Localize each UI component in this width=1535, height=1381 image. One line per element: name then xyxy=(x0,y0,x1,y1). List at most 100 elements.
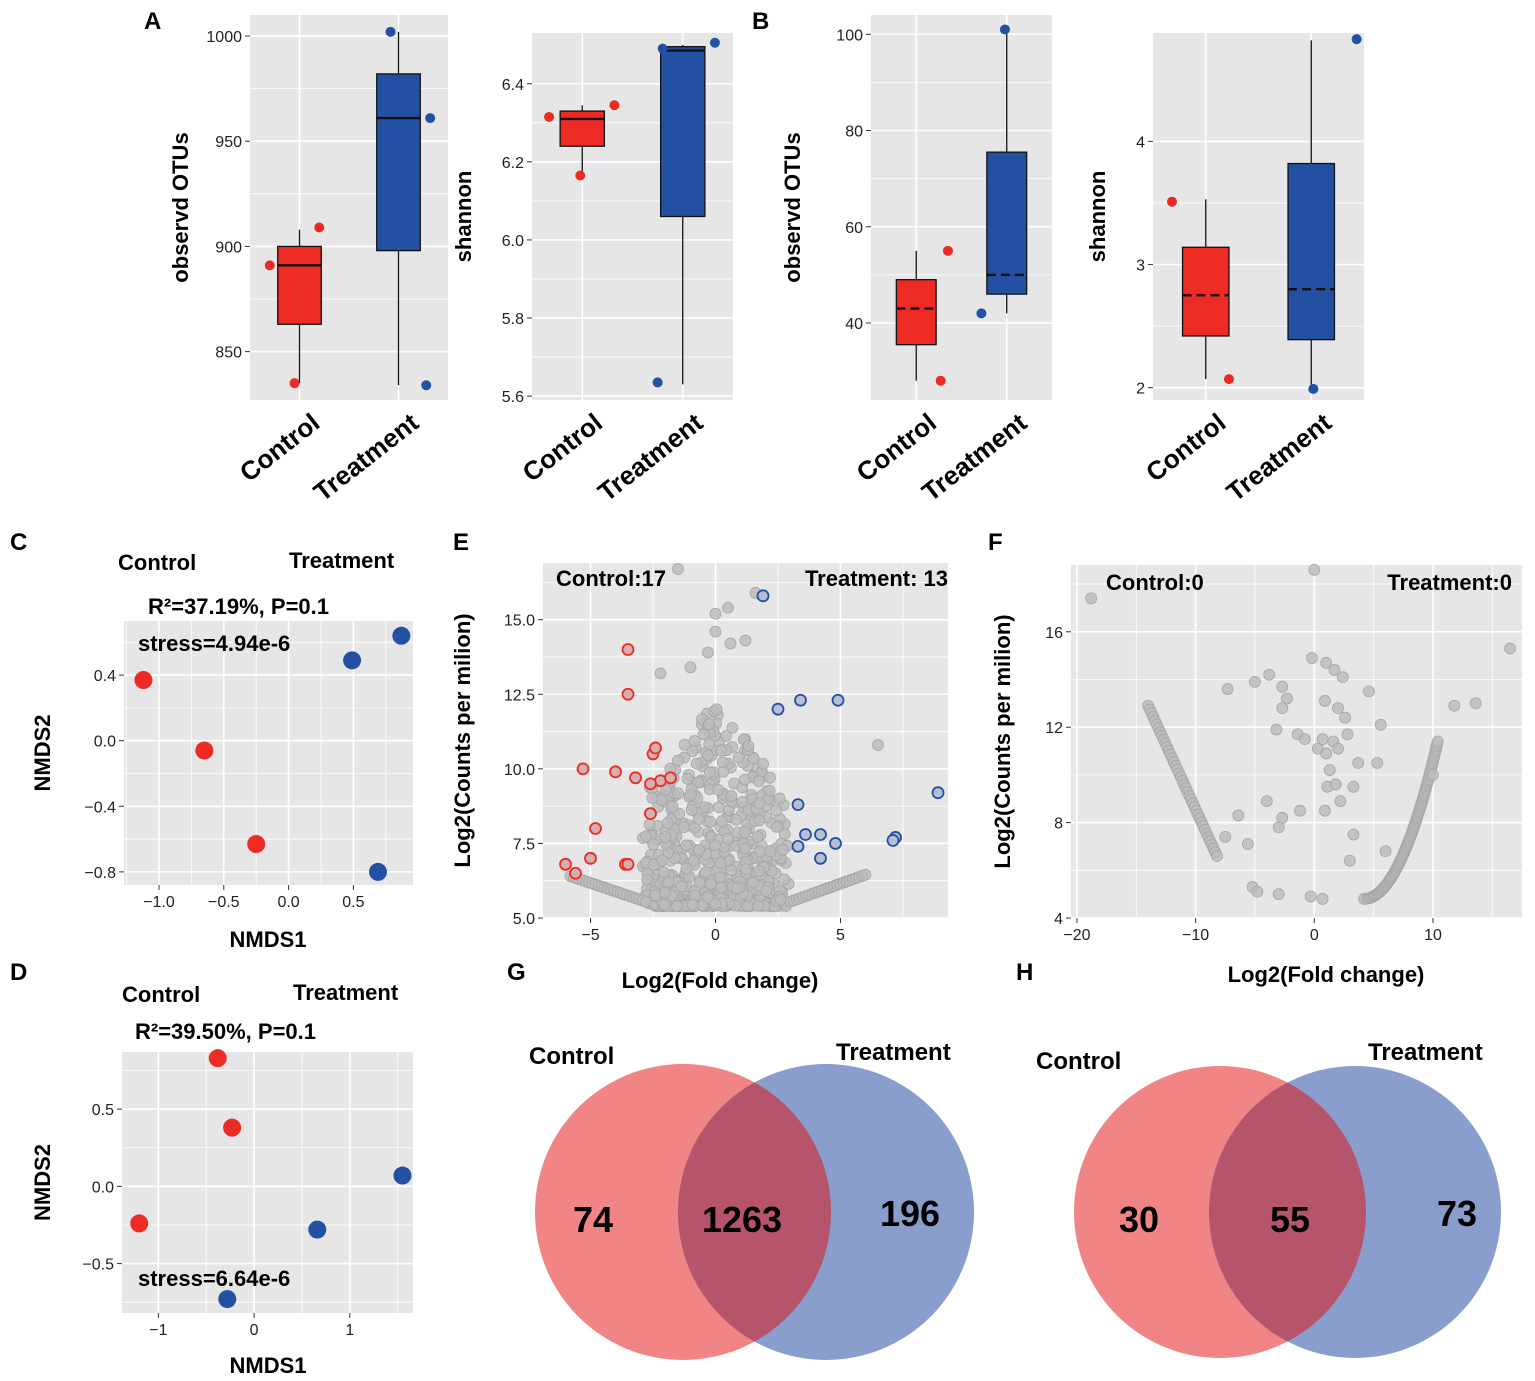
nmds-d-stress-label: stress=6.64e-6 xyxy=(138,1266,290,1291)
volcano-f-ytick-label: 8 xyxy=(1054,816,1063,833)
volcano-e-point-treatment xyxy=(814,828,827,841)
volcano-e-grey-point xyxy=(725,790,738,802)
volcano-e-grey-point xyxy=(641,873,654,886)
volcano-e-point-control xyxy=(569,866,582,880)
nmds-d-ytick-label: 0.5 xyxy=(92,1102,114,1119)
panel-label-b: B xyxy=(752,8,769,35)
nmds-c-ytick-label: 0.0 xyxy=(94,734,116,751)
shannon-a-xtick-treatment: Treatment xyxy=(592,407,709,507)
volcano-e-point-treatment xyxy=(791,840,805,853)
volcano-e-grey-point xyxy=(678,821,690,834)
volcano-e-point-control xyxy=(621,857,635,871)
volcano-e-grey-point xyxy=(724,637,737,650)
volcano-e-grey-point xyxy=(654,667,667,680)
volcano-e-point-control xyxy=(609,765,622,779)
shannon-b-ytick-label: 2 xyxy=(1136,381,1145,398)
volcano-e-grey-point xyxy=(662,876,675,888)
panel-label-d: D xyxy=(10,959,27,986)
observd-otus-a-xtick-treatment: Treatment xyxy=(308,407,425,507)
volcano-f-grey-point xyxy=(1332,702,1344,715)
venn-h-count-only-treatment: 73 xyxy=(1437,1193,1477,1234)
volcano-f-grey-point xyxy=(1241,838,1254,850)
venn-h-count-shared: 55 xyxy=(1270,1199,1310,1240)
venn-h-label-left: Control xyxy=(1036,1048,1121,1075)
volcano-e-grey-point xyxy=(739,842,752,855)
volcano-e-point-control xyxy=(589,822,602,835)
nmds-d: −0.5 0.0 0.5 −1 0 1 NMDS2 NMDS1 stress=6.64e-6 xyxy=(30,1049,413,1378)
volcano-e-grey-point xyxy=(742,740,755,752)
nmds-c-xtick-label: −0.5 xyxy=(208,894,240,911)
volcano-e: 5.0 7.5 10.0 12.5 15.0 −5 0 5 Log2(Counts per mi… xyxy=(450,563,948,993)
volcano-e-grey-point xyxy=(721,832,734,845)
volcano-f-grey-point xyxy=(1316,893,1329,905)
volcano-f-grey-point xyxy=(1085,592,1098,605)
observd-otus-a-ytick-label: 850 xyxy=(215,345,242,362)
volcano-e-grey-point xyxy=(774,893,787,906)
nmds-c-ytick-label: −0.8 xyxy=(84,865,116,882)
shannon-a-ytick-label: 6.4 xyxy=(502,77,524,94)
volcano-e-grey-point xyxy=(740,863,752,876)
volcano-e-grey-point xyxy=(739,773,751,786)
volcano-e-point-control xyxy=(559,857,572,871)
volcano-e-grey-point xyxy=(763,784,776,797)
volcano-f-grey-point xyxy=(1371,757,1384,769)
observd-otus-a-point xyxy=(421,380,432,391)
volcano-e-point-treatment xyxy=(829,837,842,850)
nmds-c-point-treatment xyxy=(369,862,388,881)
volcano-f-annotation-right: Treatment:0 xyxy=(1387,570,1512,595)
volcano-f-grey-point xyxy=(1448,699,1461,712)
nmds-c-point-control xyxy=(195,741,214,760)
volcano-e-ytick-label: 5.0 xyxy=(513,911,535,928)
shannon-b-point xyxy=(1351,34,1362,45)
volcano-e-grey-point xyxy=(659,886,671,899)
shannon-a-ytick-label: 5.8 xyxy=(502,311,524,328)
volcano-e-point-control xyxy=(644,777,657,791)
venn-g-count-only-control: 74 xyxy=(573,1199,613,1240)
volcano-e-grey-point xyxy=(704,815,717,828)
volcano-f-grey-point xyxy=(1251,885,1264,898)
volcano-f-grey-point xyxy=(1249,675,1261,688)
volcano-e-grey-point xyxy=(659,831,672,843)
volcano-e-grey-point xyxy=(757,758,770,770)
volcano-e-grey-point xyxy=(726,721,739,734)
volcano-e-grey-point xyxy=(753,797,766,809)
volcano-f-grey-point xyxy=(1294,804,1306,817)
shannon-a-point xyxy=(652,377,663,388)
volcano-e-grey-point xyxy=(741,900,754,912)
volcano-f-grey-point xyxy=(1336,671,1349,684)
observd-otus-a-box-control xyxy=(277,245,322,325)
volcano-e-grey-point xyxy=(859,868,872,881)
venn-g: 74 1263 196 xyxy=(535,1064,974,1360)
observd-otus-a-ylabel: observd OTUs xyxy=(168,132,193,282)
shannon-a-point xyxy=(544,111,555,122)
nmds-c-xlabel: NMDS1 xyxy=(229,927,306,952)
volcano-f-grey-point xyxy=(1298,733,1311,746)
volcano-e-grey-point xyxy=(710,703,723,716)
venn-h-count-only-control: 30 xyxy=(1119,1199,1159,1240)
volcano-e-grey-point xyxy=(657,866,670,879)
shannon-b-ytick-label: 4 xyxy=(1136,134,1145,151)
venn-g-label-right: Treatment xyxy=(836,1039,951,1066)
volcano-e-ytick-label: 15.0 xyxy=(504,613,535,630)
volcano-e-point-control xyxy=(621,687,635,701)
volcano-e-grey-point xyxy=(776,843,789,856)
observd-otus-b-ytick-label: 100 xyxy=(836,27,863,44)
volcano-f-grey-point xyxy=(1328,664,1341,676)
volcano-e-grey-point xyxy=(778,873,791,886)
volcano-f-grey-point xyxy=(1320,656,1333,669)
volcano-e-point-control xyxy=(629,771,642,785)
volcano-e-grey-point xyxy=(715,744,727,757)
volcano-f-grey-point xyxy=(1320,747,1333,760)
volcano-e-grey-point xyxy=(716,756,729,769)
volcano-e-annotation-right: Treatment: 13 xyxy=(805,566,948,591)
nmds-d-point-treatment xyxy=(393,1166,412,1185)
volcano-e-grey-point xyxy=(760,885,772,897)
shannon-b-point xyxy=(1223,374,1234,385)
observd-otus-a-point xyxy=(314,222,325,233)
volcano-f-grey-point xyxy=(1270,723,1283,736)
volcano-e-grey-point xyxy=(709,839,721,852)
volcano-e-grey-point xyxy=(671,900,684,912)
observd-otus-a-xtick-control: Control xyxy=(234,407,325,488)
observd-otus-a-ytick-label: 1000 xyxy=(206,29,242,46)
